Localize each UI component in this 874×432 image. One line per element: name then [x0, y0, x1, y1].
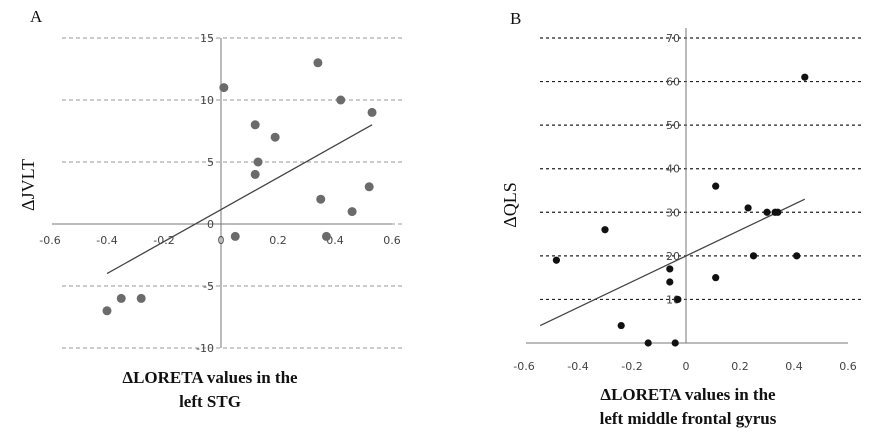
panel-b-y-tick-label: 20: [666, 250, 680, 263]
panel-b-fit-line: [539, 198, 806, 327]
panel-b-data-point: [601, 226, 609, 234]
panel-a-data-point: [367, 107, 377, 117]
panel-a-x-axis-label-line2: left STG: [179, 392, 241, 411]
panel-a-data-point: [364, 182, 374, 192]
panel-a-x-tick-label: 0: [218, 234, 225, 247]
panel-a-data-point: [253, 157, 263, 167]
panel-a-x-tick-label: -0.6: [39, 234, 60, 247]
panel-a-points: [102, 58, 377, 316]
panel-b-y-axis-label: ΔQLS: [500, 182, 520, 228]
panel-a-x-tick-label: -0.4: [96, 234, 117, 247]
panel-b-y-tick-label: 70: [666, 32, 680, 45]
panel-a-data-point: [270, 132, 280, 142]
panel-a-data-point: [102, 306, 112, 316]
panel-b-data-point: [774, 208, 782, 216]
panel-a-label: A: [30, 7, 43, 26]
panel-a-grid: [62, 37, 402, 349]
panel-b-y-tick-label: 50: [666, 119, 680, 132]
panel-b-data-point: [666, 278, 674, 286]
panel-a-y-tick-label: 10: [200, 94, 214, 107]
panel-a-x-tick-label: 0.2: [269, 234, 287, 247]
panel-a-data-point: [347, 207, 357, 217]
panel-b-y-tick-label: 30: [666, 206, 680, 219]
panel-b-data-point: [644, 339, 652, 347]
panel-a-y-tick-label: 5: [207, 156, 214, 169]
panel-b-x-ticks: -0.6 -0.4 -0.2 0 0.2 0.4 0.6: [513, 360, 856, 373]
panel-b-data-point: [744, 204, 752, 212]
panel-b-axes: [526, 28, 848, 344]
panel-b-data-point: [793, 252, 801, 260]
panel-b-data-point: [763, 208, 771, 216]
panel-b-data-point: [712, 182, 720, 190]
panel-a-data-point: [336, 95, 346, 105]
panel-b-x-tick-label: 0.2: [731, 360, 749, 373]
panel-b-x-tick-label: -0.4: [567, 360, 588, 373]
panel-b-grid: [540, 37, 862, 301]
panel-b-x-axis-label-line1: ΔLORETA values in the: [600, 385, 776, 404]
panel-a-y-ticks: -10 -5 0 5 10 15: [196, 32, 214, 355]
panel-a-data-point: [230, 231, 240, 241]
panel-a-regression-line: [106, 124, 373, 275]
panel-b-data-point: [617, 321, 625, 330]
panel-a-data-point: [313, 58, 323, 68]
panel-b-data-point: [552, 256, 561, 264]
panel-b-data-point: [712, 274, 720, 282]
panel-b-data-point: [666, 265, 674, 273]
panel-a-y-axis-label: ΔJVLT: [18, 159, 38, 211]
panel-b-data-point: [749, 252, 758, 260]
panel-a-data-point: [250, 120, 260, 130]
panel-a-x-axis-label-line1: ΔLORETA values in the: [122, 368, 298, 387]
panel-a-data-point: [219, 83, 229, 93]
panel-b-data-point: [801, 73, 809, 81]
panel-a-y-tick-label: -5: [203, 280, 214, 293]
panel-a-data-point: [250, 169, 260, 179]
panel-a-data-point: [321, 231, 331, 241]
panel-a-y-tick-label: 15: [200, 32, 214, 45]
panel-b-x-tick-label: 0: [683, 360, 690, 373]
panel-b-label: B: [510, 9, 521, 28]
panel-b-x-tick-label: -0.6: [513, 360, 534, 373]
panel-b-x-tick-label: 0.4: [785, 360, 803, 373]
panel-a-fit-line: [106, 124, 373, 275]
panel-b-y-tick-label: 60: [666, 76, 680, 89]
panel-a-x-ticks: -0.6 -0.4 -0.2 0 0.2 0.4 0.6: [39, 234, 400, 247]
panel-b-points: [552, 73, 809, 347]
panel-b-y-tick-label: 40: [666, 163, 680, 176]
panel-b-data-point: [674, 295, 682, 304]
panel-a-data-point: [116, 293, 126, 303]
panel-a-y-tick-label: 0: [207, 218, 214, 231]
panel-a-data-point: [316, 194, 326, 204]
panel-a-data-point: [136, 293, 146, 303]
panel-a-y-tick-label: -10: [196, 342, 214, 355]
panel-b-data-point: [671, 339, 679, 347]
panel-b-x-axis-label-line2: left middle frontal gyrus: [600, 409, 777, 428]
panel-b-x-tick-label: 0.6: [839, 360, 857, 373]
panel-a-x-tick-label: 0.6: [383, 234, 401, 247]
panel-b-regression-line: [539, 198, 806, 327]
panel-a-x-tick-label: -0.2: [153, 234, 174, 247]
panel-b-x-tick-label: -0.2: [621, 360, 642, 373]
